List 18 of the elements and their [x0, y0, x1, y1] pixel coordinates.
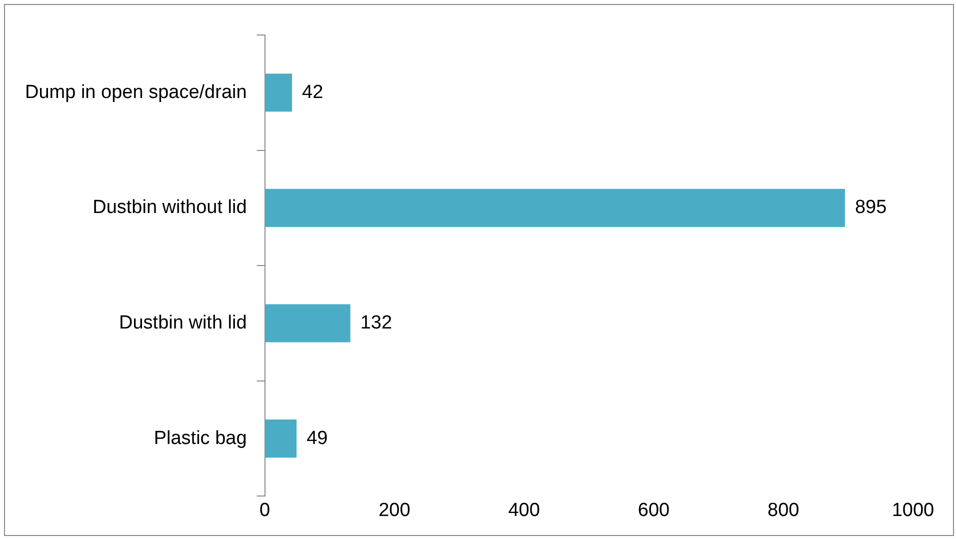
x-tick-label: 0	[260, 500, 270, 521]
y-tick-label: Plastic bag	[154, 428, 247, 449]
y-tick-label: Dustbin without lid	[92, 197, 247, 218]
bar	[264, 74, 292, 112]
x-tick-label: 400	[508, 500, 540, 521]
x-tick-label: 600	[638, 500, 670, 521]
data-label: 132	[360, 312, 392, 334]
bar	[264, 420, 297, 458]
y-tick-label: Dustbin with lid	[119, 312, 247, 334]
x-tick-label: 800	[768, 500, 800, 521]
bar	[264, 188, 845, 227]
data-label: 49	[306, 428, 328, 449]
data-label: 895	[854, 197, 887, 218]
data-label: 42	[302, 82, 324, 103]
x-tick-label: 1000	[892, 500, 934, 521]
bar	[264, 304, 350, 342]
y-tick-label: Dump in open space/drain	[24, 82, 247, 103]
x-tick-label: 200	[378, 500, 410, 521]
